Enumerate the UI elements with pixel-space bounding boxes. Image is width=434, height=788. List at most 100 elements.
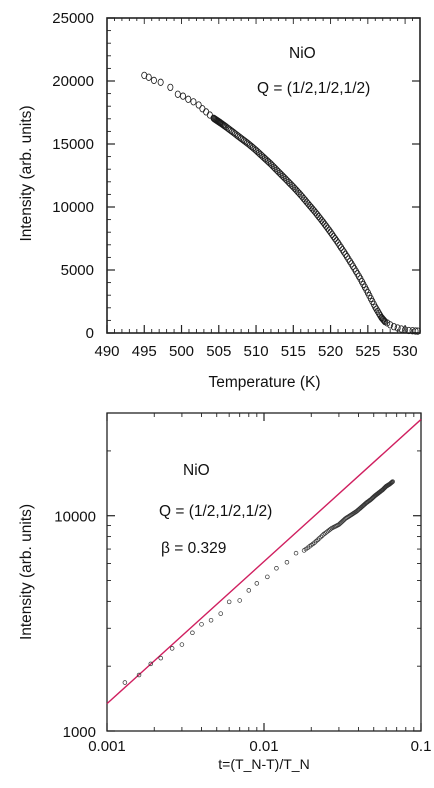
- data-point: [236, 133, 243, 141]
- data-point: [167, 83, 174, 91]
- data-point: [274, 566, 279, 571]
- data-point: [239, 135, 246, 144]
- data-point: [195, 101, 202, 109]
- data-point: [305, 200, 312, 208]
- data-point: [332, 235, 339, 243]
- data-point: [199, 622, 204, 627]
- data-point: [352, 267, 359, 275]
- x-axis-label: t=(T_N-T)/T_N: [218, 756, 309, 772]
- y-tick-label: 10000: [52, 199, 94, 216]
- x-tick-label: 515: [281, 343, 306, 360]
- data-point: [136, 672, 142, 678]
- data-point: [180, 92, 187, 100]
- data-point: [345, 255, 352, 263]
- data-point: [185, 95, 192, 103]
- data-point: [390, 323, 397, 331]
- data-point: [246, 588, 252, 593]
- data-point: [414, 327, 421, 335]
- y-tick-label: 25000: [52, 10, 94, 27]
- data-point: [314, 210, 321, 219]
- data-point: [320, 218, 327, 226]
- data-point: [329, 230, 336, 238]
- data-point: [342, 250, 349, 258]
- data-point: [229, 127, 236, 136]
- data-point: [349, 262, 356, 270]
- data-point: [293, 550, 299, 556]
- x-tick-label: 500: [169, 343, 194, 360]
- x-tick-label: 510: [244, 343, 269, 360]
- data-point: [235, 132, 242, 140]
- annotation-material: NiO: [289, 45, 316, 62]
- data-series: [122, 479, 395, 685]
- data-point: [254, 581, 260, 586]
- data-point: [226, 599, 232, 605]
- data-point: [394, 324, 401, 332]
- data-point: [226, 125, 233, 133]
- y-tick-label: 0: [86, 325, 94, 342]
- data-point: [223, 123, 230, 131]
- data-point: [317, 214, 324, 222]
- data-point: [250, 144, 257, 152]
- data-point: [242, 138, 249, 146]
- x-tick-label: 520: [318, 343, 343, 360]
- data-series: [141, 71, 421, 335]
- data-point: [412, 327, 419, 335]
- data-point: [179, 642, 185, 647]
- data-point: [327, 228, 334, 236]
- data-point: [318, 216, 325, 224]
- x-tick-label: 0.1: [411, 738, 432, 755]
- data-point: [244, 139, 251, 147]
- data-point: [265, 574, 270, 580]
- loglog-chart: 0.001 0.01 0.1 1000 10000 t=(T_N-T)/T_N Intens…: [18, 412, 432, 772]
- data-point: [208, 617, 214, 623]
- data-point: [122, 680, 128, 685]
- data-point: [405, 326, 412, 335]
- data-point: [238, 134, 245, 142]
- data-point: [351, 265, 358, 273]
- data-point: [302, 196, 309, 204]
- fit-line: [106, 418, 422, 705]
- data-point: [148, 661, 154, 667]
- y-axis-label: Intensity (arb. units): [18, 105, 35, 241]
- data-point: [320, 533, 325, 538]
- data-point: [303, 198, 310, 206]
- data-point: [227, 126, 234, 134]
- data-point: [306, 202, 313, 210]
- temperature-chart: 490 495 500 505 510 515 520 525 530 0 5000 10000 150…: [18, 10, 421, 391]
- data-point: [402, 326, 409, 334]
- data-point: [174, 90, 181, 98]
- data-point: [330, 232, 337, 241]
- data-point: [247, 141, 254, 149]
- data-point: [145, 73, 152, 81]
- data-point: [245, 140, 252, 148]
- data-point: [311, 207, 318, 215]
- data-point: [248, 142, 255, 151]
- x-tick-label: 530: [393, 343, 418, 360]
- data-point: [230, 129, 237, 137]
- data-point: [333, 237, 340, 245]
- data-point: [389, 480, 394, 485]
- data-point: [241, 136, 248, 145]
- data-point: [343, 253, 350, 261]
- data-point: [326, 226, 333, 234]
- y-tick-label: 20000: [52, 73, 94, 90]
- data-point: [224, 124, 231, 132]
- data-point: [284, 559, 290, 565]
- data-point: [340, 248, 347, 256]
- y-axis-label: Intensity (arb. units): [18, 504, 35, 640]
- x-tick-label: 505: [206, 343, 231, 360]
- data-point: [315, 212, 322, 221]
- data-point: [338, 243, 345, 252]
- y-tick-label: 5000: [61, 262, 94, 279]
- y-tick-label: 1000: [63, 724, 96, 741]
- data-point: [312, 209, 319, 217]
- data-point: [169, 646, 175, 651]
- data-point: [384, 319, 391, 327]
- annotation-material: NiO: [183, 462, 210, 479]
- y-tick-label: 10000: [54, 509, 96, 526]
- data-point: [300, 194, 307, 203]
- data-point: [324, 224, 331, 232]
- x-tick-label: 495: [132, 343, 157, 360]
- plot-frame: [106, 412, 422, 732]
- data-point: [308, 203, 315, 211]
